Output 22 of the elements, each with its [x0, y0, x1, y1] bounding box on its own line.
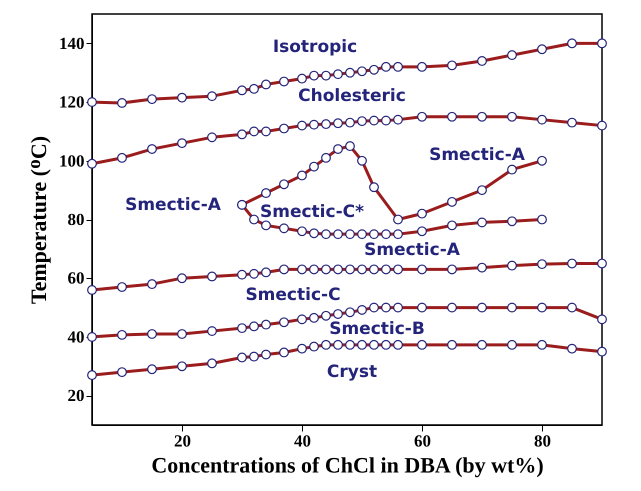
y-tick-label: 120	[59, 92, 84, 112]
x-tick-label: 60	[414, 432, 431, 450]
y-tick-label: 80	[68, 210, 84, 229]
annotation: Smectic-C*	[260, 202, 364, 222]
y-tick-label: 100	[59, 151, 84, 170]
annotation: Cryst	[326, 362, 378, 382]
annotation: Smectic-C	[245, 285, 341, 305]
annotation: Smectic-A	[125, 195, 222, 215]
x-axis-title: Concentrations of ChCl in DBA (by wt%)	[151, 452, 544, 478]
x-tick-label: 40	[294, 432, 311, 450]
annotation: Isotropic	[272, 37, 358, 57]
x-tick-label: 80	[534, 432, 551, 450]
y-tick-label: 60	[68, 268, 84, 288]
x-tick-label: 20	[174, 432, 191, 450]
annotation: Smectic-A	[364, 240, 461, 260]
y-tick-label: 40	[68, 327, 84, 346]
annotation: Cholesteric	[298, 86, 406, 106]
y-tick-label: 140	[59, 34, 84, 53]
annotation: Smectic-B	[329, 319, 425, 339]
annotation: Smectic-A	[429, 145, 526, 165]
y-tick-label: 20	[68, 386, 84, 406]
y-axis-title: Temperature (ᴼC)	[26, 136, 51, 304]
